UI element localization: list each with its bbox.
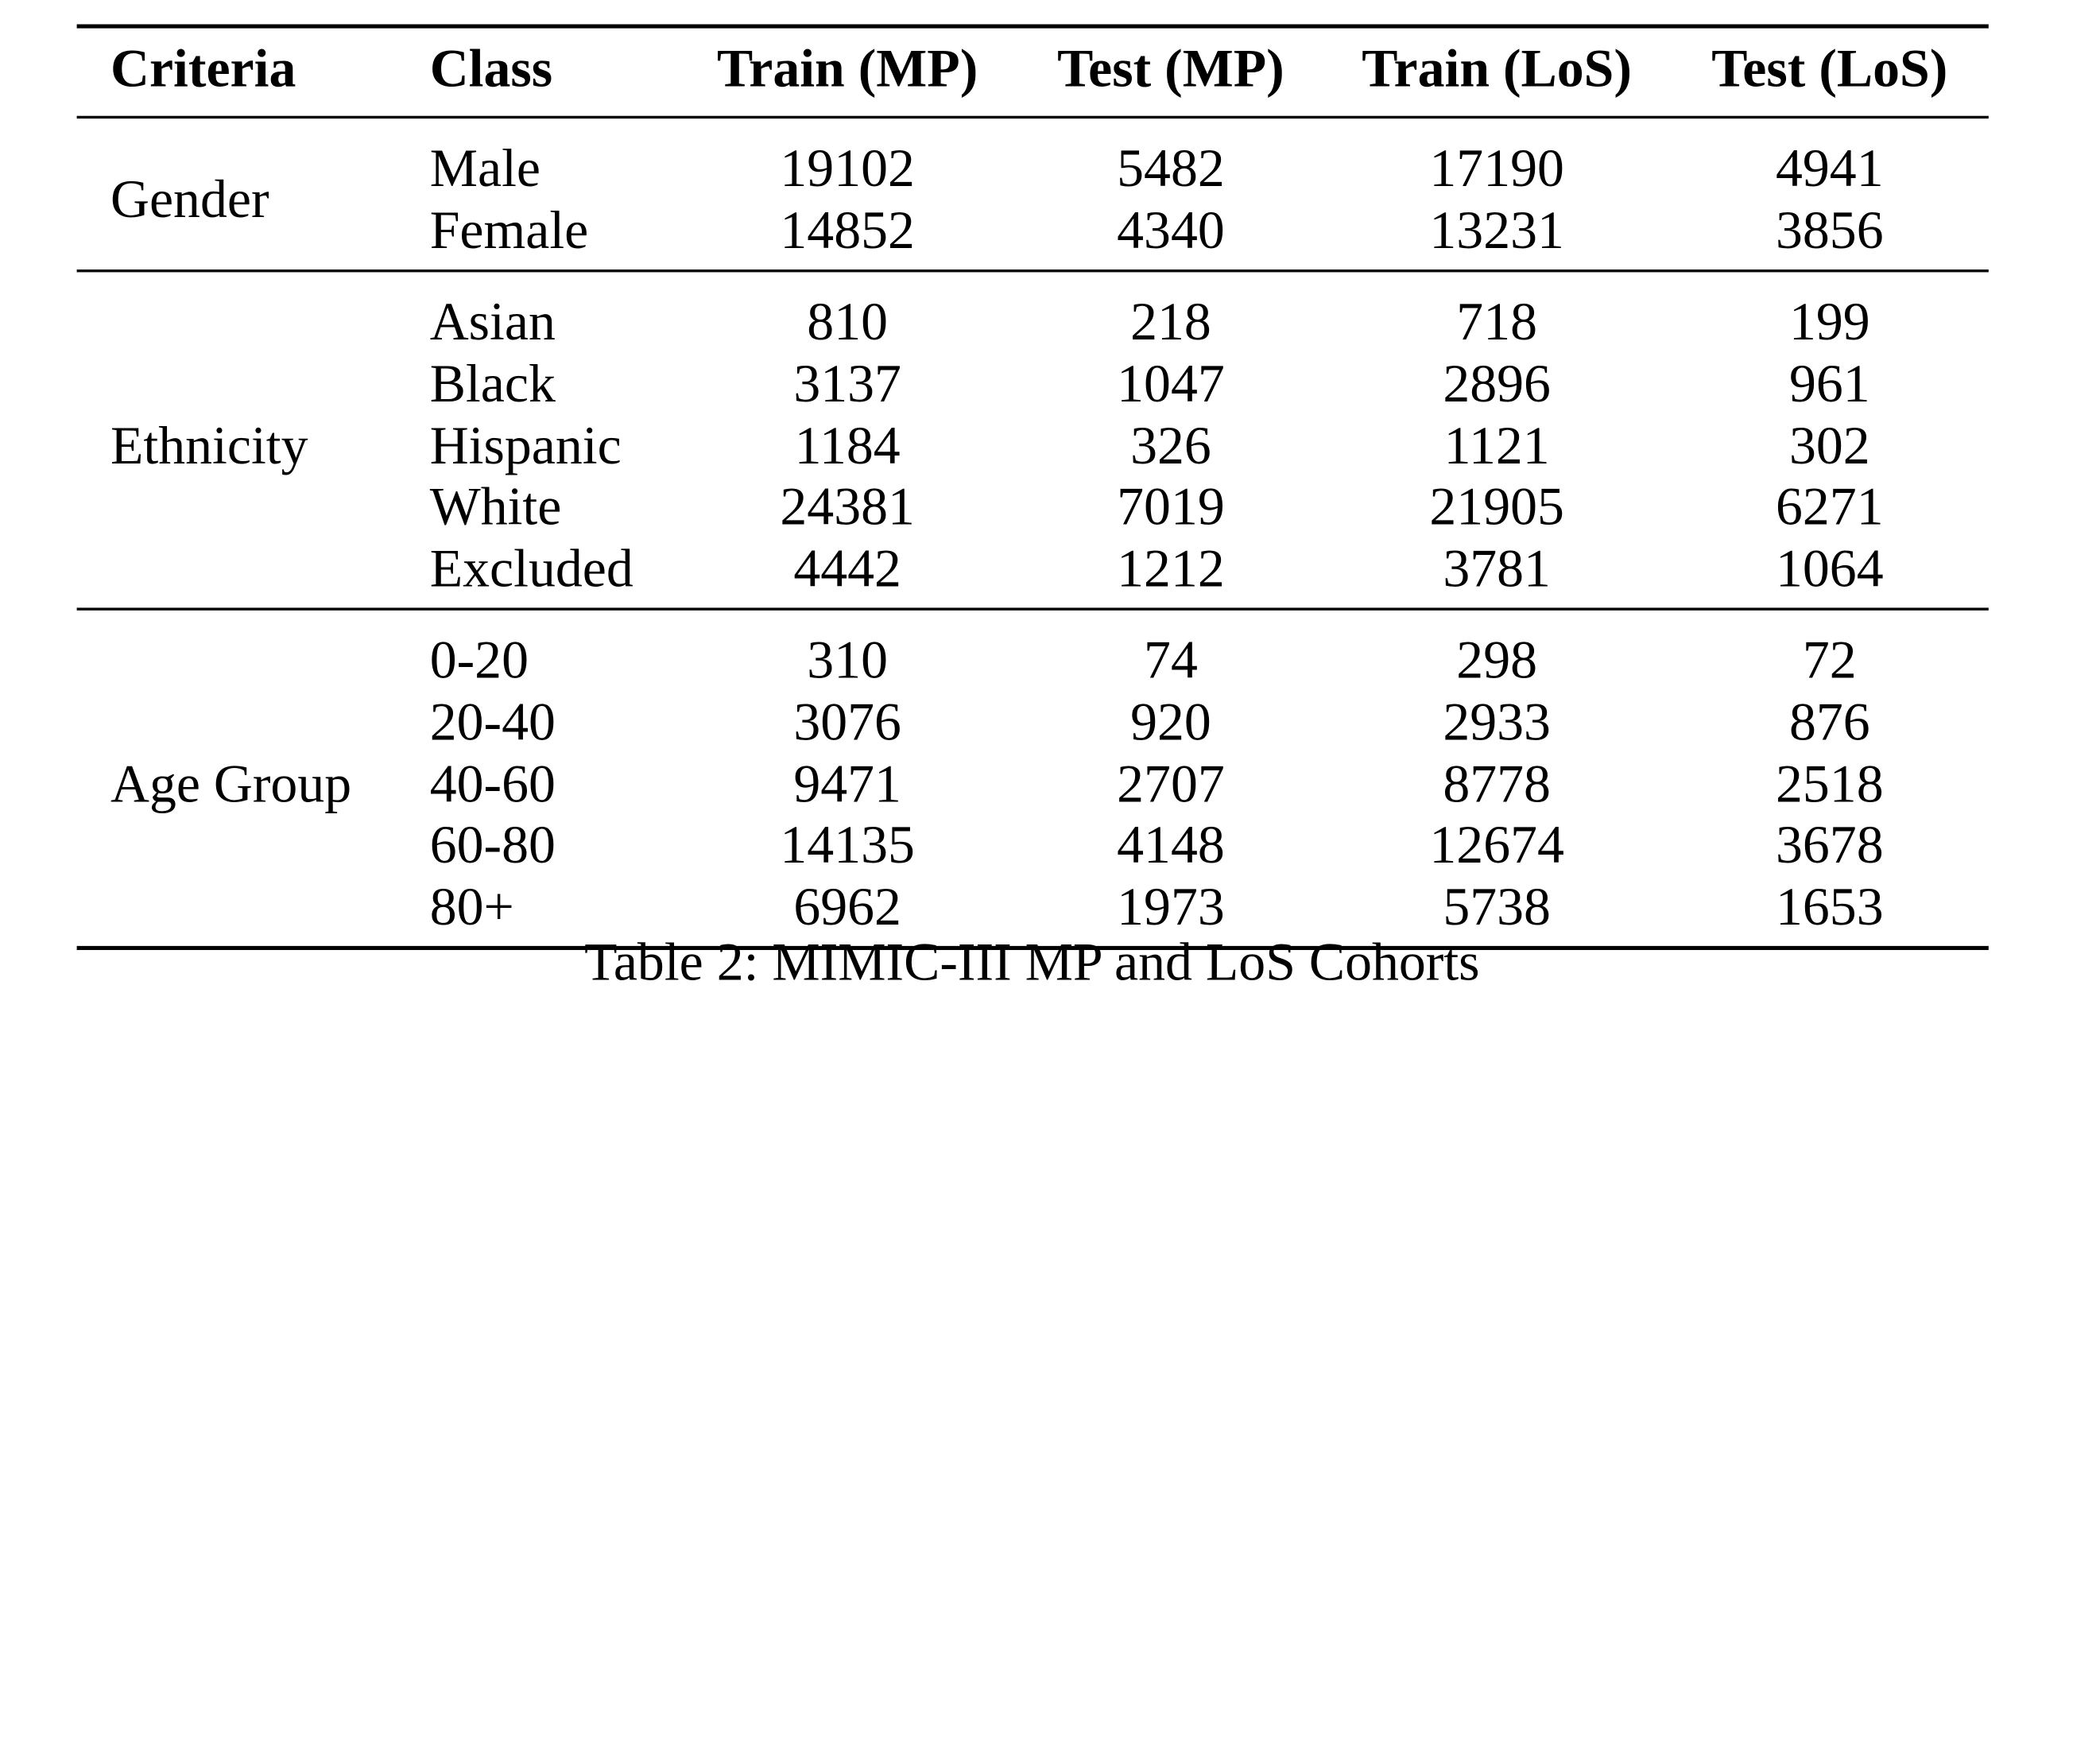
cell-test-mp: 4148: [1117, 814, 1225, 875]
ethnicity-group-rule: [76, 607, 1989, 611]
cell-test-mp: 5482: [1117, 137, 1225, 199]
cell-train-mp: 14852: [780, 199, 915, 260]
cell-test-mp: 7019: [1117, 475, 1225, 537]
cell-test-los: 302: [1788, 414, 1870, 475]
cell-train-mp: 19102: [780, 137, 915, 199]
header-test-los: Test (LoS): [1711, 37, 1948, 99]
cell-train-los: 8778: [1443, 752, 1551, 814]
cell-test-los: 961: [1788, 352, 1870, 414]
cell-train-los: 298: [1456, 629, 1537, 690]
cell-train-los: 718: [1456, 291, 1537, 352]
cell-test-mp: 326: [1130, 414, 1211, 475]
cell-class: 20-40: [429, 691, 556, 752]
cell-train-mp: 810: [807, 291, 889, 352]
cell-class: 60-80: [429, 814, 556, 875]
cell-class: Hispanic: [429, 414, 622, 475]
cell-train-mp: 24381: [780, 475, 915, 537]
cell-class: Excluded: [429, 537, 633, 599]
cell-train-mp: 3076: [793, 691, 901, 752]
cell-test-mp: 4340: [1117, 199, 1225, 260]
cell-test-mp: 1973: [1117, 876, 1225, 937]
cell-train-mp: 6962: [793, 876, 901, 937]
cell-test-los: 1064: [1776, 537, 1884, 599]
cell-train-los: 12674: [1429, 814, 1564, 875]
cell-test-mp: 2707: [1117, 752, 1225, 814]
cell-train-los: 1121: [1443, 414, 1550, 475]
cell-class: White: [429, 475, 562, 537]
cell-test-los: 3856: [1776, 199, 1884, 260]
group-criteria-label: Age Group: [110, 752, 352, 814]
cell-test-mp: 920: [1130, 691, 1211, 752]
cell-train-los: 5738: [1443, 876, 1551, 937]
cell-test-los: 6271: [1776, 475, 1884, 537]
cell-test-los: 199: [1788, 291, 1870, 352]
table-top-rule: [76, 24, 1989, 29]
group-criteria-label: Gender: [110, 168, 269, 229]
cell-train-los: 13231: [1429, 199, 1564, 260]
cell-train-los: 2933: [1443, 691, 1551, 752]
cell-test-los: 4941: [1776, 137, 1884, 199]
header-train-mp: Train (MP): [717, 37, 978, 99]
cell-train-mp: 9471: [793, 752, 901, 814]
cell-train-los: 17190: [1429, 137, 1564, 199]
header-train-los: Train (LoS): [1362, 37, 1632, 99]
header-rule: [76, 115, 1989, 119]
cell-test-mp: 1212: [1117, 537, 1225, 599]
cell-test-los: 2518: [1776, 752, 1884, 814]
cell-class: 40-60: [429, 752, 556, 814]
table-caption: Table 2: MIMIC-III MP and LoS Cohorts: [584, 931, 1480, 992]
cell-test-los: 876: [1788, 691, 1870, 752]
cell-train-mp: 310: [807, 629, 889, 690]
cell-class: Male: [429, 137, 541, 199]
header-criteria: Criteria: [110, 37, 296, 99]
cell-train-los: 2896: [1443, 352, 1551, 414]
cell-train-mp: 1184: [794, 414, 901, 475]
cell-test-mp: 218: [1130, 291, 1211, 352]
cell-train-los: 3781: [1443, 537, 1551, 599]
cell-train-los: 21905: [1429, 475, 1564, 537]
header-test-mp: Test (MP): [1057, 37, 1284, 99]
header-class: Class: [429, 37, 553, 99]
cell-test-los: 1653: [1776, 876, 1884, 937]
cell-train-mp: 3137: [793, 352, 901, 414]
cell-train-mp: 4442: [793, 537, 901, 599]
cell-test-los: 72: [1802, 629, 1857, 690]
group-criteria-label: Ethnicity: [110, 414, 308, 475]
cell-test-mp: 74: [1144, 629, 1198, 690]
cell-test-mp: 1047: [1117, 352, 1225, 414]
cell-class: Asian: [429, 291, 556, 352]
cell-class: 0-20: [429, 629, 529, 690]
gender-group-rule: [76, 270, 1989, 273]
cell-train-mp: 14135: [780, 814, 915, 875]
cell-class: Female: [429, 199, 589, 260]
cell-class: 80+: [429, 876, 514, 937]
table-bottom-rule: [76, 945, 1989, 950]
cell-class: Black: [429, 352, 556, 414]
cell-test-los: 3678: [1776, 814, 1884, 875]
